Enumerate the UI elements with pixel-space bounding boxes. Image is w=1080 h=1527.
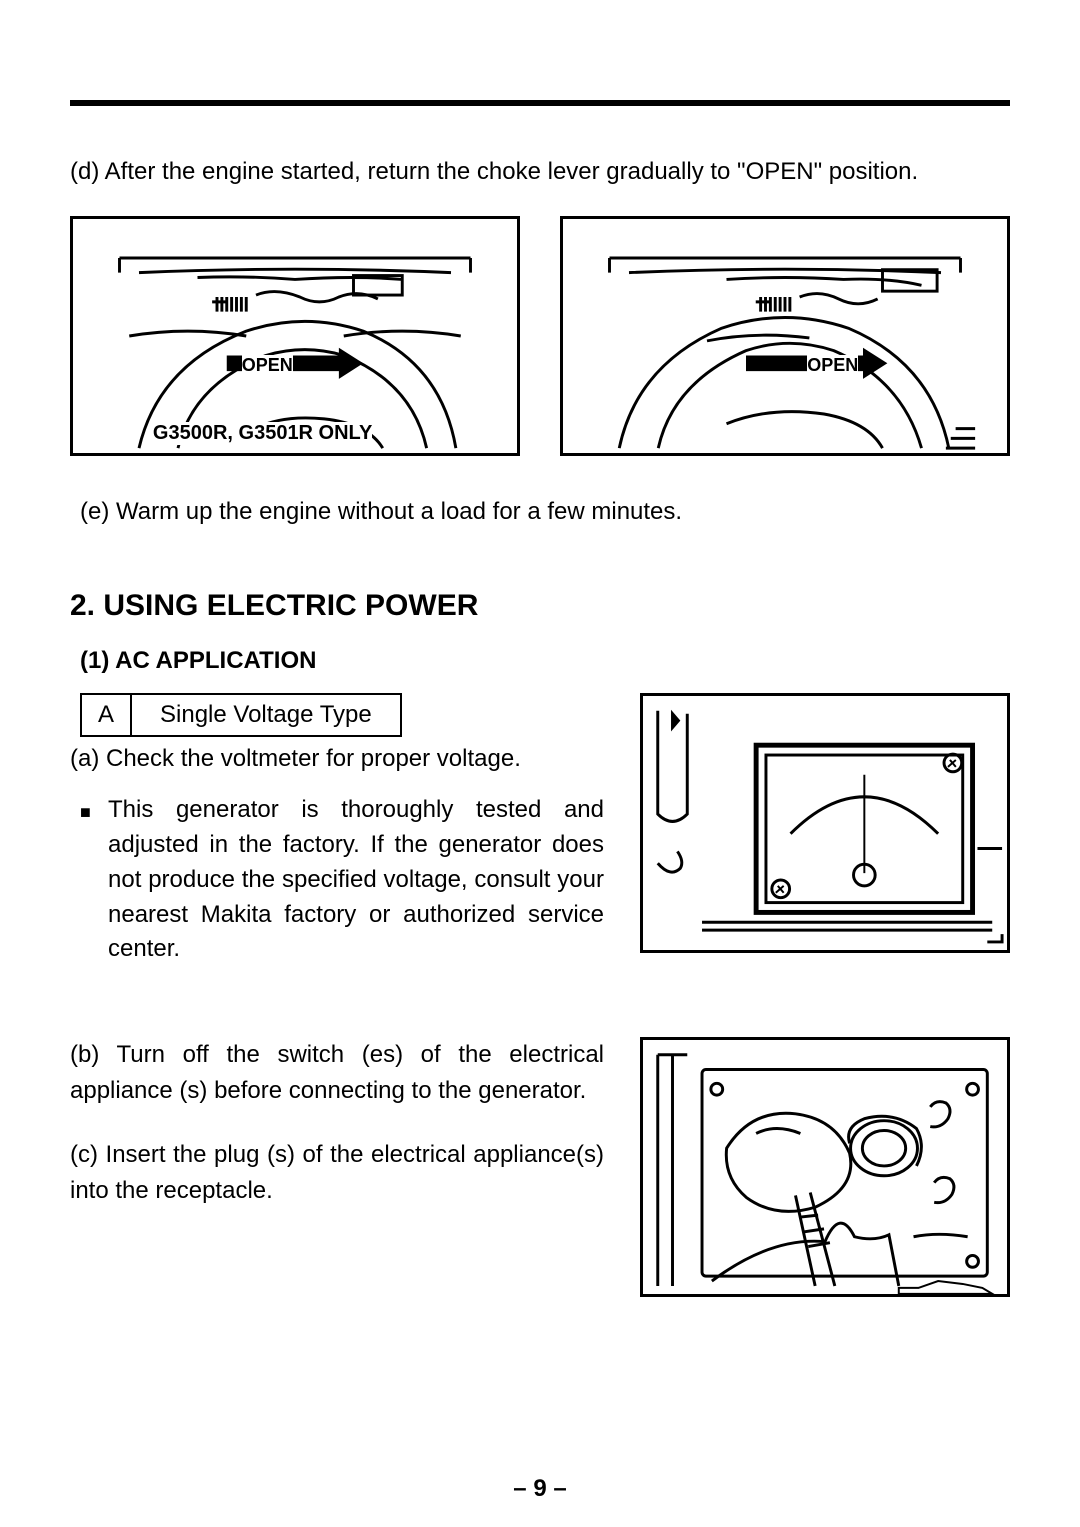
figure-plug-insert (640, 1037, 1010, 1297)
section-heading: 2. USING ELECTRIC POWER (70, 589, 1010, 623)
plug-insert-illustration (643, 1040, 1007, 1296)
voltage-cell-a: A (82, 695, 132, 735)
step-b-text: (b) Turn off the switch (es) of the elec… (70, 1037, 604, 1109)
bullet-text: This generator is thoroughly tested and … (108, 793, 604, 967)
top-rule (70, 100, 1010, 106)
subheading: (1) AC APPLICATION (70, 647, 1010, 675)
fig1-only-label: G3500R, G3501R ONLY (153, 422, 372, 445)
bullet-icon: ■ (80, 793, 108, 967)
bullet-note: ■ This generator is thoroughly tested an… (70, 793, 604, 967)
fig2-open-label: OPEN (807, 355, 858, 376)
fig1-open-label: OPEN (242, 355, 293, 376)
step-a-text: (a) Check the voltmeter for proper volta… (70, 743, 604, 775)
voltage-cell-b: Single Voltage Type (132, 695, 400, 735)
step-e-text: (e) Warm up the engine without a load fo… (70, 496, 1010, 528)
content-row-2: (b) Turn off the switch (es) of the elec… (70, 1037, 1010, 1297)
figure-choke-left: OPEN G3500R, G3501R ONLY (70, 216, 520, 456)
figure-choke-right: OPEN (560, 216, 1010, 456)
page-number: – 9 – (0, 1475, 1080, 1503)
step-c-text: (c) Insert the plug (s) of the electrica… (70, 1137, 604, 1209)
engine-choke-illustration-right (563, 219, 1007, 453)
step-d-text: (d) After the engine started, return the… (70, 156, 1010, 188)
figure-row-1: OPEN G3500R, G3501R ONLY OPEN (70, 216, 1010, 456)
figure-voltmeter (640, 693, 1010, 953)
voltage-type-table: A Single Voltage Type (80, 693, 402, 737)
content-row-1: A Single Voltage Type (a) Check the volt… (70, 693, 1010, 1007)
voltmeter-illustration (643, 696, 1007, 952)
engine-choke-illustration-left (73, 219, 517, 453)
